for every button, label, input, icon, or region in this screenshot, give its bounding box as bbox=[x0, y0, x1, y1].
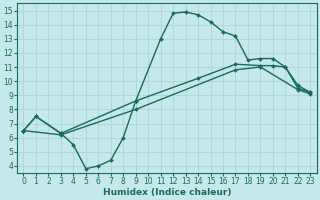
X-axis label: Humidex (Indice chaleur): Humidex (Indice chaleur) bbox=[103, 188, 231, 197]
